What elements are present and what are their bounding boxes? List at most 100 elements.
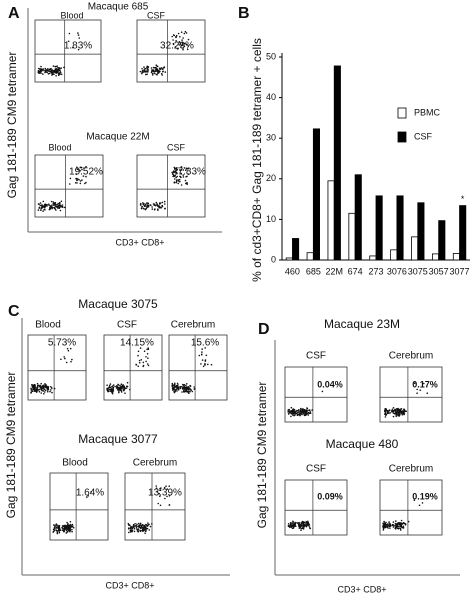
event-dot — [37, 71, 40, 73]
plot-frame — [136, 154, 206, 218]
event-dot — [400, 410, 402, 413]
event-dot — [141, 526, 144, 529]
event-dot — [309, 411, 312, 413]
event-dot — [184, 30, 187, 33]
event-dot — [128, 531, 130, 534]
event-dot — [120, 391, 123, 393]
event-dot — [52, 201, 55, 203]
event-dot — [201, 359, 204, 361]
event-dot — [63, 525, 65, 527]
event-dot — [57, 73, 60, 75]
event-dot — [391, 523, 394, 526]
event-dot — [58, 202, 61, 204]
event-dot — [56, 203, 58, 206]
event-dot — [60, 204, 62, 207]
event-dot — [292, 524, 294, 526]
event-dot — [60, 200, 63, 203]
event-dot — [74, 182, 77, 184]
event-dot — [157, 209, 159, 211]
bar — [459, 205, 467, 261]
event-dot — [181, 391, 183, 393]
event-dot — [173, 175, 175, 177]
event-dot — [158, 68, 161, 70]
event-dot — [39, 204, 41, 207]
event-dot — [86, 496, 88, 498]
group-title: Macaque 685 — [88, 2, 149, 13]
event-dot — [85, 175, 87, 178]
event-dot — [395, 524, 398, 526]
event-dot — [42, 200, 45, 203]
event-dot — [396, 523, 399, 525]
event-dot — [184, 388, 186, 391]
event-dot — [118, 388, 120, 390]
event-dot — [392, 407, 395, 409]
event-dot — [184, 179, 187, 182]
event-dot — [164, 203, 166, 205]
event-dot — [129, 531, 132, 533]
event-dot — [42, 390, 45, 392]
event-dot — [30, 388, 33, 391]
event-dot — [112, 387, 114, 389]
plot-frame — [379, 479, 443, 536]
event-dot — [147, 364, 150, 367]
x-tick-label: 22M — [325, 266, 343, 276]
event-dot — [84, 182, 86, 185]
event-dot — [38, 388, 40, 391]
event-dot — [158, 492, 160, 495]
event-dot — [136, 530, 139, 532]
event-dot — [159, 68, 162, 70]
event-dot — [147, 348, 150, 351]
event-dot — [117, 384, 120, 386]
event-dot — [133, 530, 136, 533]
event-dot — [186, 390, 188, 393]
event-dot — [403, 408, 405, 411]
event-dot — [392, 526, 395, 528]
event-dot — [50, 68, 52, 70]
event-dot — [187, 391, 190, 394]
event-dot — [389, 527, 391, 529]
event-dot — [394, 412, 397, 415]
event-dot — [39, 385, 41, 388]
event-dot — [174, 389, 176, 391]
event-dot — [76, 166, 78, 169]
event-dot — [178, 44, 180, 46]
event-dot — [182, 176, 185, 178]
event-dot — [149, 204, 151, 206]
event-dot — [44, 384, 47, 386]
event-dot — [293, 409, 296, 411]
event-dot — [135, 526, 138, 528]
event-dot — [179, 169, 181, 171]
event-dot — [35, 390, 38, 393]
event-dot — [393, 525, 395, 527]
y-axis-label: Gag 181-189 CM9 tetramer — [4, 372, 18, 519]
event-dot — [145, 528, 147, 531]
event-dot — [39, 387, 42, 389]
event-dot — [85, 181, 87, 184]
event-dot — [65, 529, 68, 532]
event-dot — [153, 72, 156, 74]
event-dot — [130, 529, 133, 531]
event-dot — [85, 165, 87, 168]
event-dot — [161, 74, 163, 76]
legend-swatch — [397, 107, 407, 119]
event-dot — [46, 385, 48, 388]
event-dot — [181, 44, 184, 46]
event-dot — [193, 386, 195, 388]
event-dot — [146, 348, 148, 351]
percent-label: 1.83% — [64, 41, 92, 52]
event-dot — [309, 527, 312, 530]
event-dot — [37, 384, 40, 387]
event-dot — [193, 388, 196, 390]
event-dot — [302, 409, 304, 412]
bar — [348, 212, 356, 261]
event-dot — [176, 172, 178, 175]
event-dot — [386, 411, 389, 414]
event-dot — [119, 386, 121, 389]
event-dot — [146, 363, 149, 365]
event-dot — [163, 200, 166, 203]
event-dot — [60, 73, 63, 76]
event-dot — [179, 42, 181, 44]
event-dot — [30, 392, 32, 394]
event-dot — [90, 491, 92, 493]
event-dot — [202, 365, 205, 368]
